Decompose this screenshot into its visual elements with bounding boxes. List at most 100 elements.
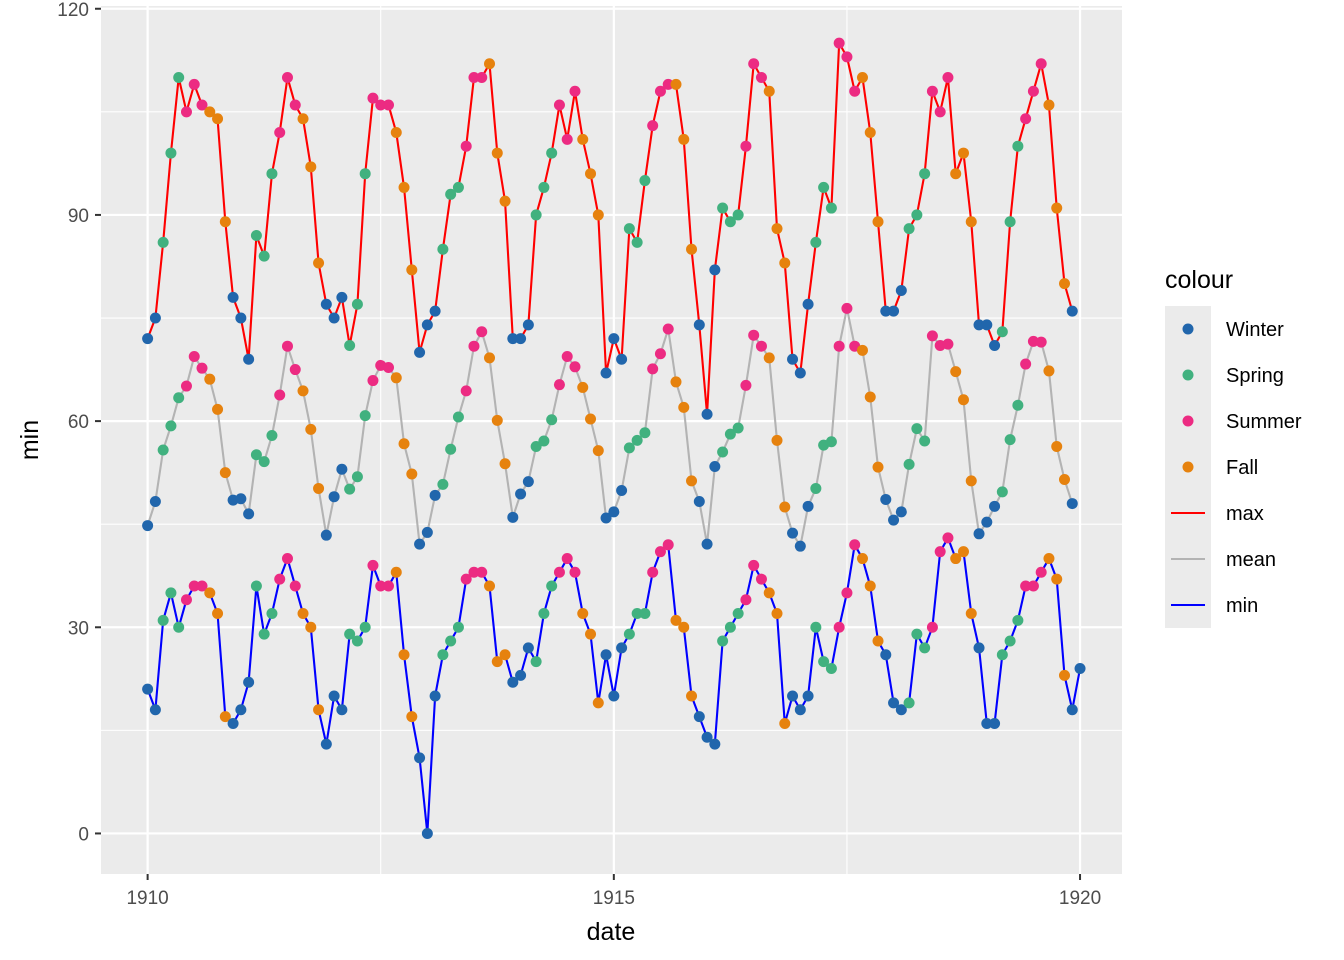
data-point-max xyxy=(468,71,480,83)
data-point-min xyxy=(188,580,200,592)
data-point-mean xyxy=(1035,336,1047,348)
data-point-max xyxy=(507,333,519,345)
data-point-max xyxy=(390,126,402,138)
data-point-mean xyxy=(895,506,907,518)
data-point-min xyxy=(491,656,503,668)
data-point-mean xyxy=(1059,474,1071,486)
data-point-min xyxy=(926,621,938,633)
data-point-max xyxy=(755,71,767,83)
data-point-max xyxy=(421,319,433,331)
data-point-mean xyxy=(888,514,900,526)
data-point-min xyxy=(305,621,317,633)
data-point-min xyxy=(973,642,985,654)
data-point-mean xyxy=(281,340,293,352)
data-point-min xyxy=(1004,635,1016,647)
data-point-mean xyxy=(693,496,705,508)
data-point-mean xyxy=(414,538,426,550)
data-point-max xyxy=(1004,216,1016,228)
data-point-max xyxy=(654,85,666,97)
data-point-max xyxy=(538,181,550,193)
y-tick-label: 90 xyxy=(68,206,89,227)
data-point-min xyxy=(414,752,426,764)
data-point-min xyxy=(204,587,216,599)
data-point-max xyxy=(196,99,208,111)
data-point-max xyxy=(1035,58,1047,70)
data-point-mean xyxy=(872,461,884,473)
data-point-max xyxy=(616,353,628,365)
data-point-mean xyxy=(499,458,511,470)
legend-title: colour xyxy=(1165,266,1233,294)
data-point-max xyxy=(701,408,713,420)
data-point-min xyxy=(344,628,356,640)
data-point-min xyxy=(266,608,278,620)
x-tick-label: 1910 xyxy=(126,888,168,909)
data-point-mean xyxy=(763,352,775,364)
data-point-max xyxy=(585,168,597,180)
data-point-mean xyxy=(880,493,892,505)
data-point-min xyxy=(546,580,558,592)
data-point-mean xyxy=(460,385,472,397)
data-point-max xyxy=(320,298,332,310)
data-point-min xyxy=(289,580,301,592)
data-point-mean xyxy=(608,506,620,518)
data-point-min xyxy=(196,580,208,592)
data-point-max xyxy=(787,353,799,365)
y-tick-label: 120 xyxy=(57,0,89,21)
data-point-max xyxy=(802,298,814,310)
data-point-min xyxy=(787,690,799,702)
x-tick-label: 1920 xyxy=(1059,888,1101,909)
data-point-mean xyxy=(351,471,363,483)
data-point-max xyxy=(934,106,946,118)
data-point-max xyxy=(1051,202,1063,214)
data-point-min xyxy=(631,608,643,620)
data-point-mean xyxy=(367,375,379,387)
data-point-max xyxy=(476,71,488,83)
data-point-max xyxy=(445,188,457,200)
data-point-min xyxy=(313,704,325,716)
data-point-min xyxy=(1066,704,1078,716)
data-point-min xyxy=(833,621,845,633)
data-point-mean xyxy=(981,516,993,528)
data-point-min xyxy=(382,580,394,592)
data-point-mean xyxy=(1012,399,1024,411)
data-point-mean xyxy=(996,486,1008,498)
data-point-mean xyxy=(429,489,441,501)
data-point-min xyxy=(616,642,628,654)
data-point-mean xyxy=(180,380,192,392)
data-point-min xyxy=(841,587,853,599)
data-point-max xyxy=(693,319,705,331)
data-point-min xyxy=(957,546,969,558)
data-point-min xyxy=(942,532,954,544)
data-point-max xyxy=(258,250,270,262)
data-point-mean xyxy=(600,512,612,524)
data-point-max xyxy=(888,305,900,317)
data-point-max xyxy=(313,257,325,269)
data-point-max xyxy=(227,291,239,303)
data-point-min xyxy=(507,676,519,688)
data-point-mean xyxy=(825,436,837,448)
data-point-min xyxy=(553,566,565,578)
data-point-max xyxy=(499,195,511,207)
data-point-min xyxy=(755,573,767,585)
data-point-max xyxy=(724,216,736,228)
data-point-min xyxy=(639,608,651,620)
data-point-min xyxy=(336,704,348,716)
data-point-min xyxy=(818,656,830,668)
data-point-mean xyxy=(709,460,721,472)
data-point-mean xyxy=(398,438,410,450)
data-point-max xyxy=(344,340,356,352)
data-point-mean xyxy=(919,435,931,447)
data-point-min xyxy=(950,553,962,565)
legend: colour Winter Spring Summer Fall max mean min xyxy=(1165,266,1302,628)
data-point-mean xyxy=(989,500,1001,512)
data-point-max xyxy=(219,216,231,228)
data-point-min xyxy=(1043,553,1055,565)
data-point-mean xyxy=(515,488,527,500)
data-point-mean xyxy=(926,330,938,342)
data-point-min xyxy=(142,683,154,695)
data-point-max xyxy=(957,147,969,159)
data-point-max xyxy=(903,223,915,235)
x-tick-labels: 1910 1915 1920 xyxy=(126,888,1101,909)
x-axis-title: date xyxy=(587,918,636,946)
